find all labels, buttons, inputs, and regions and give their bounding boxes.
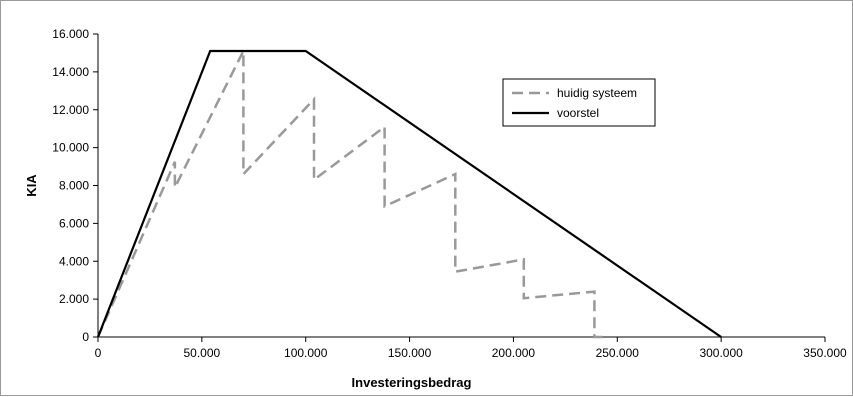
y-tick-label: 4.000 — [59, 254, 89, 268]
x-axis-title: Investeringsbedrag — [352, 375, 472, 390]
y-tick-label: 8.000 — [59, 179, 89, 193]
series-line-huidig-systeem — [96, 50, 607, 339]
legend-label-voorstel: voorstel — [557, 106, 599, 120]
x-tick-label: 150.000 — [388, 346, 432, 360]
y-tick-label: 10.000 — [52, 141, 89, 155]
x-tick-label: 250.000 — [596, 346, 640, 360]
x-tick-label: 50.000 — [184, 346, 221, 360]
x-tick-label: 0 — [95, 346, 102, 360]
legend-label-huidig-systeem: huidig systeem — [557, 86, 637, 100]
y-tick-label: 0 — [82, 330, 89, 344]
x-tick-label: 350.000 — [803, 346, 847, 360]
axes: 0 2.000 4.000 6.000 8.000 10.000 12.000 14.000 1… — [52, 27, 847, 360]
x-tick-label: 300.000 — [699, 346, 743, 360]
x-tick-label: 200.000 — [492, 346, 536, 360]
y-axis-title: KIA — [24, 174, 39, 197]
legend: huidig systeem voorstel — [502, 78, 656, 127]
series-line-voorstel — [96, 49, 722, 338]
y-tick-label: 14.000 — [52, 65, 89, 79]
y-tick-label: 2.000 — [59, 292, 89, 306]
y-tick-label: 16.000 — [52, 27, 89, 41]
y-tick-label: 12.000 — [52, 103, 89, 117]
plot-series — [96, 49, 722, 339]
legend-box — [502, 78, 656, 127]
x-tick-label: 100.000 — [284, 346, 328, 360]
y-tick-label: 6.000 — [59, 216, 89, 230]
